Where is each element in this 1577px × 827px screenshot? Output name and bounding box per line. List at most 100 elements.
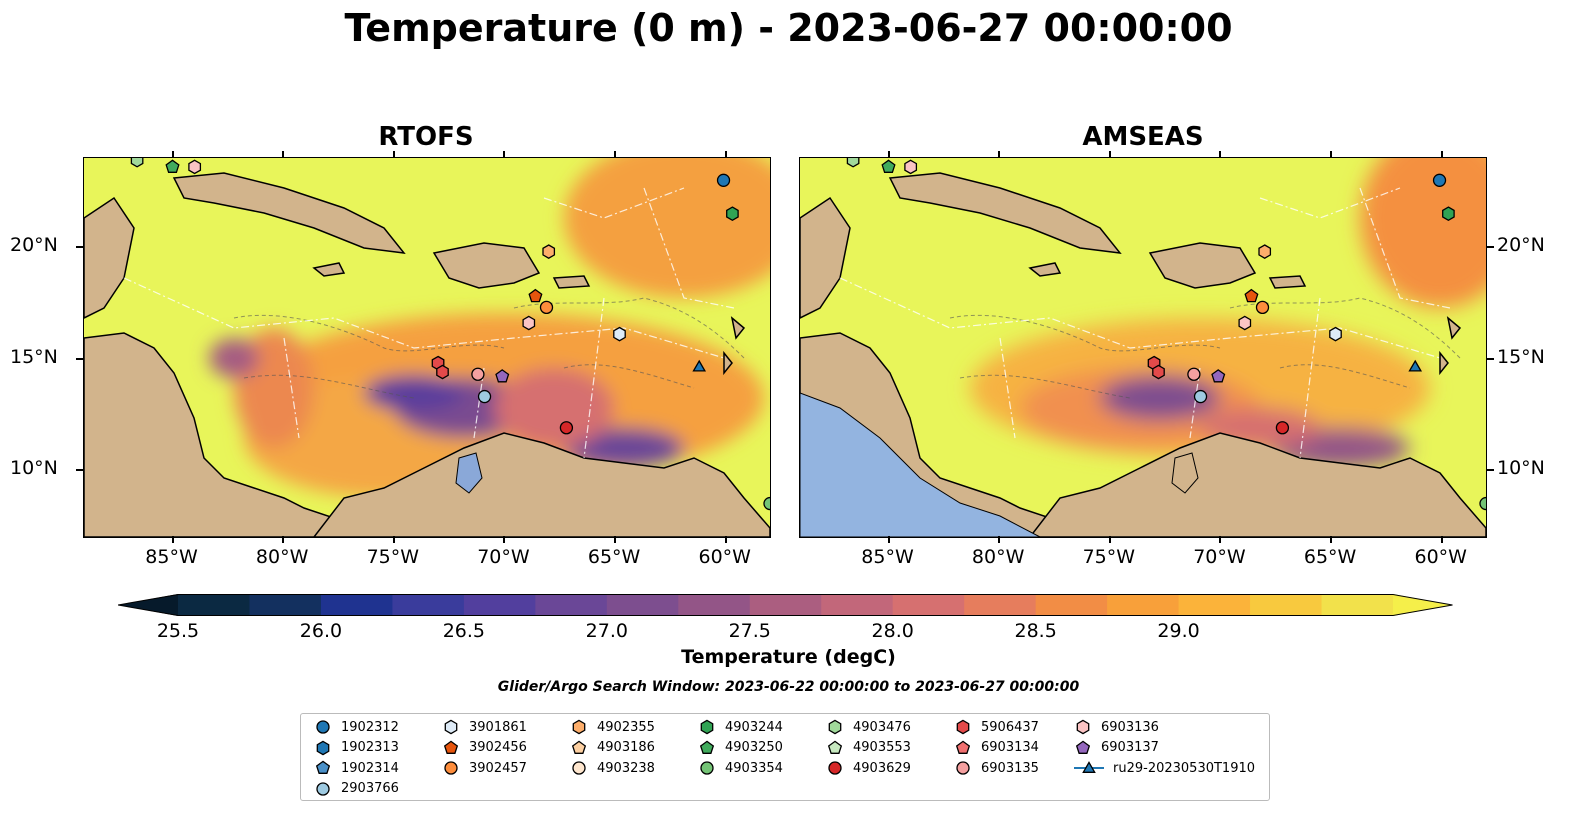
float-marker-4903250[interactable] (165, 159, 180, 173)
float-marker-icon (444, 719, 458, 735)
legend-item: 6903134 (953, 738, 1039, 758)
float-marker-icon (315, 760, 331, 774)
colorbar-tick-label: 25.5 (156, 620, 200, 642)
float-marker-4903476[interactable] (846, 158, 860, 168)
float-marker-4903629[interactable] (1275, 421, 1290, 435)
lon-tick-mark (1219, 536, 1222, 543)
float-marker-icon (571, 740, 587, 754)
float-marker-4902355[interactable] (542, 244, 556, 259)
float-marker-6903135[interactable] (1187, 367, 1201, 381)
float-marker-6903137[interactable] (495, 369, 510, 383)
lat-tick-label-right: 10°N (1497, 457, 1545, 480)
float-marker-icon (444, 761, 458, 775)
float-marker-5906437[interactable] (436, 364, 449, 380)
map-panel-amseas[interactable] (799, 157, 1487, 538)
float-marker-3902456[interactable] (528, 288, 543, 303)
float-marker-icon (956, 719, 970, 735)
lon-tick-label: 60°W (1414, 546, 1467, 568)
colorbar-segment (892, 594, 965, 616)
float-marker-icon (316, 781, 330, 796)
figure-title: Temperature (0 m) - 2023-06-27 00:00:00 (344, 6, 1233, 50)
float-marker-icon (700, 719, 714, 735)
legend-item: 4903629 (825, 758, 911, 778)
float-marker-4903629[interactable] (559, 421, 574, 435)
lon-tick-label: 70°W (477, 546, 530, 568)
lon-tick-label: 65°W (587, 546, 641, 568)
float-marker-4903244[interactable] (726, 206, 739, 222)
legend-item-label: 3902456 (469, 740, 527, 755)
legend-item: 4902355 (569, 717, 655, 737)
float-marker-3902456[interactable] (1244, 288, 1259, 303)
map-panel-rtofs[interactable] (83, 157, 771, 538)
colorbar-segment (1035, 594, 1108, 616)
float-marker-6903136[interactable] (1238, 315, 1252, 331)
legend-item-label: 4903476 (853, 719, 911, 735)
legend-item: 1902313 (313, 738, 399, 758)
legend-item-label: 4903250 (725, 740, 783, 755)
float-marker-3901861[interactable] (613, 326, 626, 342)
float-marker-icon (699, 740, 715, 754)
float-marker-4903476[interactable] (130, 158, 144, 168)
float-marker-icon (1076, 719, 1090, 735)
lon-tick-mark (1330, 536, 1333, 543)
legend-item: 4903476 (825, 717, 911, 737)
float-markers-amseas (846, 158, 1486, 511)
float-marker-6903135[interactable] (471, 367, 485, 381)
float-marker-2903766[interactable] (477, 389, 492, 404)
legend-item: 5906437 (953, 717, 1039, 737)
float-marker-4903354[interactable] (763, 496, 770, 511)
legend-item: 3902456 (441, 738, 527, 758)
legend-item: 6903135 (953, 758, 1039, 778)
lon-tick-mark-top (1108, 151, 1111, 158)
lon-tick-mark-top (503, 151, 506, 158)
float-marker-4903250[interactable] (881, 159, 896, 173)
float-marker-icon (316, 720, 330, 734)
lon-tick-mark (724, 536, 727, 543)
lon-tick-mark-top (724, 151, 727, 158)
lat-tick-label-right: 15°N (1497, 345, 1545, 368)
float-marker-4903244[interactable] (1442, 206, 1455, 222)
float-marker-1902312[interactable] (1432, 173, 1447, 187)
float-marker-3902457[interactable] (1255, 300, 1270, 315)
eez-boundaries-amseas (839, 187, 1451, 459)
float-marker-ru29-20230530t1910[interactable] (1408, 359, 1423, 372)
float-marker-4902355[interactable] (1258, 244, 1272, 259)
colorbar-extend-max (1393, 594, 1453, 616)
legend-item-label: 4903186 (597, 740, 655, 755)
float-marker-6903136[interactable] (522, 315, 536, 331)
float-marker-3902457[interactable] (539, 300, 554, 315)
legend-item-label: 3902457 (469, 760, 527, 776)
legend-item-label: 6903136 (1101, 719, 1159, 735)
float-marker-3901861[interactable] (1329, 326, 1342, 342)
lon-tick-mark-top (171, 151, 174, 158)
search-window-text: Glider/Argo Search Window: 2023-06-22 00… (497, 679, 1080, 695)
lon-tick-label: 65°W (1303, 546, 1357, 568)
lon-tick-mark (614, 536, 617, 543)
float-marker-5906437[interactable] (1152, 364, 1165, 380)
float-marker-6903136[interactable] (188, 159, 202, 175)
lon-tick-label: 80°W (971, 546, 1025, 568)
colorbar-tick-label: 26.5 (442, 620, 486, 642)
lat-tick-label-left: 10°N (10, 457, 58, 480)
eez-boundaries-rtofs (123, 187, 735, 459)
legend-item-label: 4903238 (597, 760, 655, 776)
float-marker-6903137[interactable] (1211, 369, 1226, 383)
float-marker-icon (700, 761, 714, 775)
lake-maracaibo-rtofs (455, 452, 483, 494)
legend-item: 3902457 (441, 758, 527, 778)
lon-tick-mark (998, 536, 1001, 543)
legend-item: 4903553 (825, 738, 911, 758)
legend-item: 4903244 (697, 717, 783, 737)
lake-maracaibo-amseas (1171, 452, 1199, 494)
legend-item-label: 4903244 (725, 719, 783, 735)
panel-title-amseas: AMSEAS (1082, 122, 1204, 152)
float-marker-1902312[interactable] (716, 173, 731, 187)
colorbar-segment (821, 594, 894, 616)
colorbar-extend-min (118, 594, 178, 616)
float-marker-4903354[interactable] (1479, 496, 1486, 511)
panel-title-rtofs: RTOFS (378, 122, 474, 152)
float-marker-ru29-20230530t1910[interactable] (692, 359, 707, 372)
float-marker-2903766[interactable] (1193, 389, 1208, 404)
lat-tick-label-left: 15°N (10, 345, 58, 368)
float-marker-6903136[interactable] (904, 159, 918, 175)
